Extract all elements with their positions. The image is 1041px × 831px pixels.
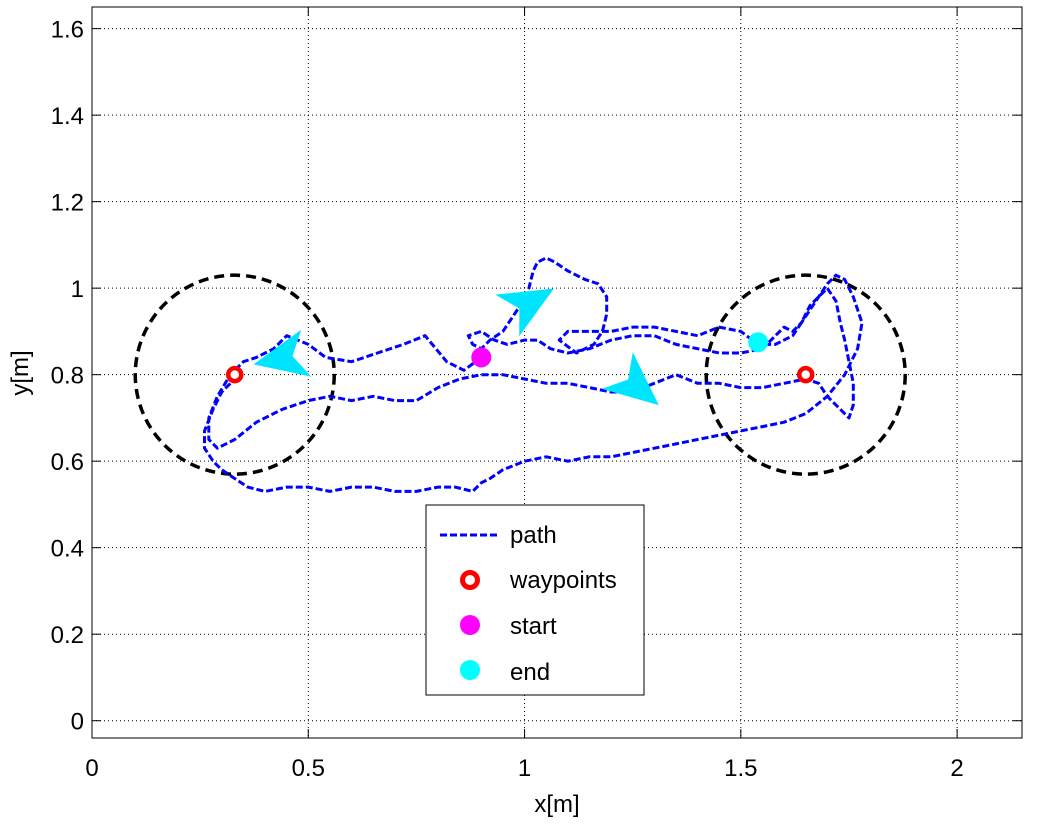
- path-series: [203, 256, 864, 493]
- y-tick-label: 0.4: [51, 536, 84, 563]
- plot-frame: [91, 6, 1023, 739]
- waypoint-marker: [796, 365, 815, 384]
- y-tick-label: 0.8: [51, 363, 84, 390]
- markers: [225, 332, 815, 384]
- x-axis-label: x[m]: [534, 791, 579, 818]
- x-tick-label: 0.5: [292, 755, 325, 782]
- y-tick-label: 1: [71, 276, 84, 303]
- legend-label-path: path: [510, 522, 557, 549]
- start-marker: [471, 347, 492, 368]
- legend-label-waypoints: waypoints: [509, 567, 617, 594]
- legend: path waypoints start end: [425, 504, 645, 696]
- direction-arrow: [253, 329, 312, 377]
- direction-arrow: [495, 288, 555, 337]
- y-tick-label: 0.6: [51, 449, 84, 476]
- y-axis-label: y[m]: [7, 350, 34, 395]
- y-tick-label: 1.4: [51, 103, 84, 130]
- y-tick-label: 0: [71, 709, 84, 736]
- legend-end-swatch: [460, 660, 480, 680]
- waypoint-radius-circle: [704, 273, 907, 476]
- waypoint-radius-circles: [133, 273, 907, 476]
- x-tick-label: 0: [85, 755, 98, 782]
- y-tick-label: 1.6: [51, 17, 84, 44]
- x-tick-label: 1.5: [724, 755, 757, 782]
- legend-box: [425, 504, 645, 696]
- axis-ticks: 0 0.5 1 1.5 2 0 0.2 0.4 0.6 0.8 1 1.2 1.4 1.6: [51, 7, 1022, 782]
- end-marker: [748, 332, 769, 353]
- legend-waypoints-swatch: [460, 570, 480, 590]
- direction-arrows: [253, 288, 659, 406]
- path-line: [203, 256, 864, 493]
- waypoint-radius-circle: [133, 273, 336, 476]
- waypoint-marker: [225, 365, 244, 384]
- y-tick-label: 0.2: [51, 622, 84, 649]
- legend-label-start: start: [510, 613, 557, 640]
- direction-arrow: [601, 352, 659, 406]
- legend-start-swatch: [460, 615, 480, 635]
- x-tick-label: 2: [950, 755, 963, 782]
- y-tick-label: 1.2: [51, 190, 84, 217]
- x-tick-label: 1: [518, 755, 531, 782]
- legend-label-end: end: [510, 659, 550, 686]
